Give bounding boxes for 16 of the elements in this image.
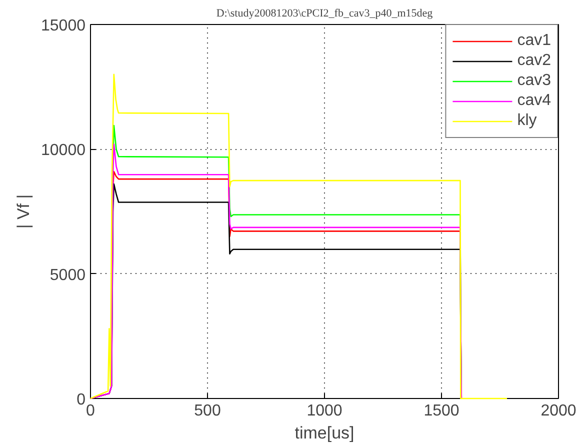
x-tick-label: 500: [194, 402, 221, 420]
legend-label: cav2: [517, 52, 551, 70]
x-tick-label: 2000: [540, 402, 576, 420]
legend-label: cav1: [517, 32, 551, 50]
x-axis-title: time[us]: [294, 424, 354, 442]
legend-label: cav3: [517, 72, 551, 90]
x-tick-label: 1500: [424, 402, 460, 420]
y-tick-label: 15000: [41, 18, 86, 34]
y-axis-title: | Vf |: [14, 194, 34, 229]
y-tick-label: 5000: [50, 266, 86, 284]
x-tick-label: 1000: [306, 402, 342, 420]
chart-title: D:\study20081203\cPCI2_fb_cav3_p40_m15deg: [216, 8, 434, 20]
y-tick-label: 10000: [41, 142, 86, 160]
legend-label: cav4: [517, 92, 551, 110]
y-tick-label: 0: [76, 392, 86, 408]
legend-label: kly: [517, 112, 538, 130]
